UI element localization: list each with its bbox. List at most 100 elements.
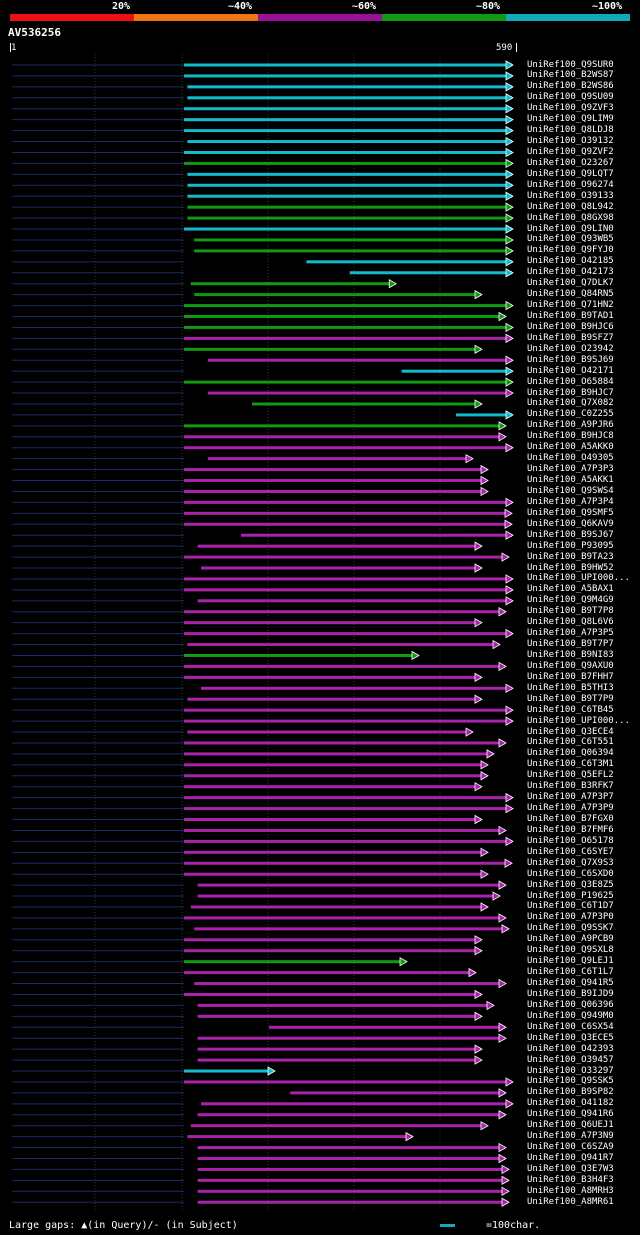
- hit-label[interactable]: UniRef100_Q9SXL8: [527, 945, 614, 956]
- hit-label[interactable]: UniRef100_Q9FYJ0: [527, 245, 614, 256]
- hit-label[interactable]: UniRef100_Q941R5: [527, 978, 614, 989]
- hit-label[interactable]: UniRef100_B7FGX0: [527, 814, 614, 824]
- hit-label[interactable]: UniRef100_O96274: [527, 179, 614, 190]
- hit-label[interactable]: UniRef100_A9PCB9: [527, 934, 614, 945]
- hit-label[interactable]: UniRef100_Q5EFL2: [527, 770, 614, 781]
- hit-label[interactable]: UniRef100_B3H4F3: [527, 1174, 614, 1185]
- hit-label[interactable]: UniRef100_B9SP82: [527, 1087, 614, 1098]
- hit-label[interactable]: UniRef100_A8MR61: [527, 1196, 614, 1207]
- hit-label[interactable]: UniRef100_B9T7P7: [527, 639, 614, 650]
- hit-label[interactable]: UniRef100_P93095: [527, 540, 614, 551]
- hit-label[interactable]: UniRef100_C6T1L7: [527, 967, 614, 978]
- hit-label[interactable]: UniRef100_B7FMF6: [527, 824, 614, 835]
- hit-label[interactable]: UniRef100_Q9ZVF2: [527, 146, 614, 157]
- hit-label[interactable]: UniRef100_O23942: [527, 343, 614, 354]
- hit-label[interactable]: UniRef100_B9SJ69: [527, 354, 614, 365]
- hit-label[interactable]: UniRef100_UPI000...: [527, 715, 630, 726]
- hit-label[interactable]: UniRef100_O39132: [527, 136, 614, 147]
- hit-label[interactable]: UniRef100_B9SFZ7: [527, 332, 614, 343]
- hit-label[interactable]: UniRef100_O33297: [527, 1065, 614, 1076]
- hit-label[interactable]: UniRef100_Q9SUR0: [527, 59, 614, 70]
- hit-label[interactable]: UniRef100_B9T7P8: [527, 606, 614, 617]
- hit-label[interactable]: UniRef100_Q7X9S3: [527, 857, 614, 868]
- hit-label[interactable]: UniRef100_B7FHH7: [527, 671, 614, 682]
- hit-label[interactable]: UniRef100_O41182: [527, 1098, 614, 1109]
- hit-label[interactable]: UniRef100_Q84RN5: [527, 289, 614, 300]
- hit-label[interactable]: UniRef100_Q6KAV9: [527, 518, 614, 529]
- hit-label[interactable]: UniRef100_Q949M0: [527, 1010, 614, 1021]
- hit-label[interactable]: UniRef100_O42173: [527, 267, 614, 278]
- hit-label[interactable]: UniRef100_O65178: [527, 835, 614, 846]
- hit-label[interactable]: UniRef100_B9TAD1: [527, 311, 614, 321]
- hit-label[interactable]: UniRef100_B9T7P9: [527, 693, 614, 704]
- hit-label[interactable]: UniRef100_A7P3P7: [527, 792, 614, 803]
- hit-label[interactable]: UniRef100_B9HW52: [527, 562, 614, 573]
- hit-label[interactable]: UniRef100_A7P3P0: [527, 912, 614, 923]
- hit-label[interactable]: UniRef100_Q9SSK7: [527, 923, 614, 934]
- hit-label[interactable]: UniRef100_B9HJC6: [527, 321, 614, 332]
- hit-label[interactable]: UniRef100_Q7X082: [527, 398, 614, 409]
- hit-label[interactable]: UniRef100_B9HJC7: [527, 387, 614, 398]
- hit-label[interactable]: UniRef100_Q8GX98: [527, 212, 614, 223]
- hit-label[interactable]: UniRef100_B9IJD9: [527, 988, 614, 999]
- hit-label[interactable]: UniRef100_C0Z255: [527, 409, 614, 420]
- hit-label[interactable]: UniRef100_Q9LIN0: [527, 223, 614, 234]
- hit-label[interactable]: UniRef100_B2WS86: [527, 81, 614, 92]
- hit-label[interactable]: UniRef100_A5BAX1: [527, 584, 614, 595]
- hit-label[interactable]: UniRef100_Q9LQT7: [527, 168, 614, 179]
- hit-label[interactable]: UniRef100_A7P3N9: [527, 1131, 614, 1142]
- hit-label[interactable]: UniRef100_C6SXD0: [527, 868, 614, 879]
- hit-label[interactable]: UniRef100_Q9AXU0: [527, 660, 614, 671]
- hit-label[interactable]: UniRef100_Q9LEJ1: [527, 956, 614, 967]
- hit-label[interactable]: UniRef100_Q06396: [527, 999, 614, 1010]
- hit-label[interactable]: UniRef100_C6TB45: [527, 704, 614, 715]
- hit-label[interactable]: UniRef100_Q9SSK5: [527, 1076, 614, 1087]
- hit-label[interactable]: UniRef100_Q8L6V6: [527, 617, 614, 628]
- hit-label[interactable]: UniRef100_Q9SU09: [527, 92, 614, 103]
- hit-label[interactable]: UniRef100_B9SJ67: [527, 529, 614, 540]
- hit-label[interactable]: UniRef100_B5THI3: [527, 682, 614, 693]
- hit-label[interactable]: UniRef100_O39457: [527, 1054, 614, 1065]
- hit-label[interactable]: UniRef100_UPI000...: [527, 573, 630, 584]
- hit-label[interactable]: UniRef100_Q9SMF5: [527, 507, 614, 518]
- hit-label[interactable]: UniRef100_C6SYE7: [527, 846, 614, 857]
- hit-label[interactable]: UniRef100_Q71HN2: [527, 300, 614, 311]
- hit-label[interactable]: UniRef100_O65884: [527, 376, 614, 387]
- hit-label[interactable]: UniRef100_Q9ZVF3: [527, 103, 614, 114]
- hit-label[interactable]: UniRef100_Q941R7: [527, 1153, 614, 1163]
- hit-label[interactable]: UniRef100_C6SX54: [527, 1021, 614, 1032]
- hit-label[interactable]: UniRef100_B9NI83: [527, 649, 614, 660]
- hit-label[interactable]: UniRef100_Q941R6: [527, 1109, 614, 1120]
- hit-label[interactable]: UniRef100_Q06394: [527, 748, 614, 759]
- hit-label[interactable]: UniRef100_A7P3P3: [527, 464, 614, 475]
- hit-label[interactable]: UniRef100_O42393: [527, 1043, 614, 1054]
- hit-label[interactable]: UniRef100_Q7DLK7: [527, 278, 614, 289]
- hit-label[interactable]: UniRef100_O42171: [527, 365, 614, 376]
- hit-label[interactable]: UniRef100_Q9M4G9: [527, 595, 614, 606]
- hit-label[interactable]: UniRef100_B3RFK7: [527, 781, 614, 792]
- hit-label[interactable]: UniRef100_C6T3M1: [527, 759, 614, 770]
- hit-label[interactable]: UniRef100_Q3E7W3: [527, 1163, 614, 1174]
- hit-label[interactable]: UniRef100_B2WS87: [527, 70, 614, 81]
- hit-label[interactable]: UniRef100_C6SZA9: [527, 1142, 614, 1153]
- hit-label[interactable]: UniRef100_Q8LDJ8: [527, 125, 614, 136]
- hit-label[interactable]: UniRef100_B9TA23: [527, 551, 614, 562]
- hit-label[interactable]: UniRef100_A7P3P9: [527, 803, 614, 814]
- hit-label[interactable]: UniRef100_C6T551: [527, 737, 614, 748]
- hit-label[interactable]: UniRef100_Q3ECE4: [527, 726, 614, 737]
- hit-label[interactable]: UniRef100_A5AKK1: [527, 475, 614, 486]
- hit-label[interactable]: UniRef100_A9PJR6: [527, 420, 614, 431]
- hit-label[interactable]: UniRef100_A7P3P5: [527, 628, 614, 639]
- hit-label[interactable]: UniRef100_O42185: [527, 256, 614, 267]
- hit-label[interactable]: UniRef100_Q9LIM9: [527, 114, 614, 125]
- hit-label[interactable]: UniRef100_B9HJC8: [527, 431, 614, 442]
- hit-label[interactable]: UniRef100_A7P3P4: [527, 496, 614, 507]
- hit-label[interactable]: UniRef100_Q9SWS4: [527, 485, 614, 496]
- hit-label[interactable]: UniRef100_Q8L942: [527, 201, 614, 212]
- hit-label[interactable]: UniRef100_P19625: [527, 890, 614, 901]
- hit-label[interactable]: UniRef100_A5AKK0: [527, 442, 614, 453]
- hit-label[interactable]: UniRef100_O23267: [527, 157, 614, 168]
- hit-label[interactable]: UniRef100_A8MRH3: [527, 1185, 614, 1196]
- hit-label[interactable]: UniRef100_C6T1D7: [527, 901, 614, 912]
- hit-label[interactable]: UniRef100_O49305: [527, 453, 614, 464]
